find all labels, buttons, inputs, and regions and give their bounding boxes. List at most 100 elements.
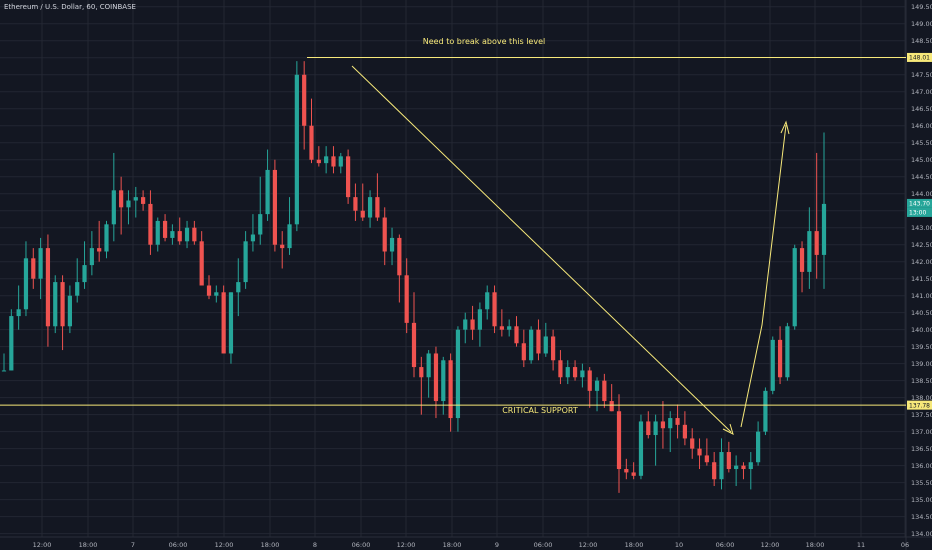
price-tick-label: 139.50: [911, 343, 932, 351]
price-tick-label: 146.00: [911, 122, 932, 130]
price-axis[interactable]: 134.00 134.50 135.00 135.50 136.00 136.50 137.…: [911, 3, 932, 538]
candle-body: [543, 336, 548, 354]
candle-body: [141, 197, 146, 204]
candle-body: [697, 448, 702, 456]
candle-body: [653, 421, 658, 436]
candle-body: [668, 418, 673, 429]
support-label: CRITICAL SUPPORT: [502, 406, 578, 415]
candle-body: [551, 336, 556, 361]
candle-body: [1, 370, 7, 372]
price-tick-label: 138.00: [911, 394, 932, 402]
candle-body: [389, 237, 395, 252]
candle-body: [726, 452, 731, 470]
price-tick-label: 142.50: [911, 241, 932, 249]
price-tick-label: 135.00: [911, 496, 932, 504]
candle-body: [316, 159, 321, 164]
breakout-arrow-line: [740, 124, 787, 428]
candle-body: [616, 411, 622, 470]
candle-body: [228, 292, 234, 354]
candle-body: [492, 292, 497, 327]
candle-body: [382, 217, 387, 252]
candle-body: [631, 472, 636, 476]
candle-body: [499, 326, 504, 330]
candle-body: [324, 156, 329, 164]
candle-body: [258, 214, 263, 235]
countdown-tag-bg: [907, 207, 932, 217]
candle-body: [675, 418, 680, 425]
candle-body: [67, 295, 72, 327]
time-axis[interactable]: 12:00 18:00 7 06:00 12:00 18:00 8 06:00 12:00 18:…: [33, 541, 910, 549]
price-tick-label: 141.00: [911, 292, 932, 300]
downtrend-arrow-head: [722, 423, 734, 435]
candle-body: [119, 190, 124, 208]
price-tick-label: 144.00: [911, 190, 932, 198]
candle-body: [346, 156, 351, 198]
last-price-tag-text: 143.70: [909, 201, 930, 208]
time-tick-label: 18:00: [79, 541, 98, 549]
breakout-arrow-head: [780, 120, 790, 135]
candle-body: [521, 343, 526, 361]
candle-body: [148, 203, 153, 245]
symbol-title: Ethereum / U.S. Dollar, 60, COINBASE: [4, 3, 136, 11]
candle-body: [338, 156, 343, 167]
price-tick-label: 146.50: [911, 105, 932, 113]
candle-body: [734, 465, 739, 470]
candle-body: [558, 360, 563, 378]
candle-body: [294, 74, 299, 225]
candle-body: [485, 292, 490, 310]
candle-body: [206, 285, 212, 296]
time-tick-label: 11: [857, 541, 865, 549]
candle-body: [470, 319, 475, 330]
price-tick-label: 143.00: [911, 224, 932, 232]
last-price-tag-bg: [907, 198, 932, 208]
time-tick-label: 18:00: [806, 541, 825, 549]
candle-body: [302, 74, 307, 126]
candle-body: [507, 326, 512, 330]
candle-body: [184, 227, 190, 242]
time-tick-label: 06:00: [534, 541, 553, 549]
candle-body: [111, 190, 116, 225]
candle-body: [529, 329, 534, 361]
price-tick-label: 137.00: [911, 428, 932, 436]
price-tick-label: 149.00: [911, 20, 932, 28]
time-tick-label: 06: [901, 541, 909, 549]
time-tick-label: 10: [675, 541, 683, 549]
price-tick-label: 145.50: [911, 139, 932, 147]
price-tick-label: 138.50: [911, 377, 932, 385]
candle-body: [763, 390, 768, 432]
candle-body: [594, 380, 600, 391]
candle-body: [455, 329, 461, 419]
candle-body: [638, 421, 644, 476]
countdown-tag-text: 13:00: [909, 210, 926, 217]
candle-body: [536, 329, 541, 354]
candle-body: [236, 282, 241, 293]
candle-body: [75, 282, 80, 296]
candle-body: [419, 367, 424, 378]
price-tick-label: 142.00: [911, 258, 932, 266]
price-tick-label: 134.00: [911, 530, 932, 538]
candle-body: [448, 360, 453, 419]
time-tick-label: 12:00: [215, 541, 234, 549]
candle-body: [360, 210, 365, 218]
time-tick-label: 7: [131, 541, 135, 549]
candle-body: [609, 401, 614, 412]
price-tick-label: 147.00: [911, 88, 932, 96]
candle-body: [45, 248, 51, 327]
price-tick-label: 141.50: [911, 275, 932, 283]
candle-body: [441, 360, 446, 402]
resistance-price-tag-text: 148.01: [909, 55, 930, 62]
candle-body: [177, 231, 182, 242]
time-tick-label: 12:00: [579, 541, 598, 549]
candle-body: [89, 248, 94, 266]
candle-body: [309, 125, 314, 160]
resistance-label: Need to break above this level: [423, 37, 545, 46]
time-tick-label: 06:00: [716, 541, 735, 549]
annotation-lines: Need to break above this level CRITICAL S…: [0, 37, 906, 435]
candle-body: [624, 469, 629, 473]
candle-body: [38, 248, 43, 279]
candle-body: [821, 203, 827, 255]
candle-body: [580, 370, 585, 378]
candle-body: [704, 455, 709, 463]
